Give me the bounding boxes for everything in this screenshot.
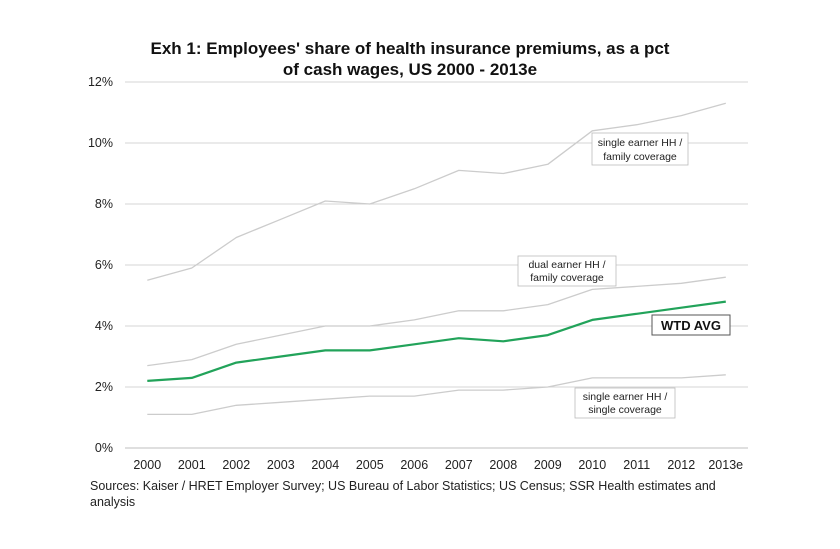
label-single-single-line-2: single coverage xyxy=(588,404,662,416)
series-line-single-single xyxy=(147,374,726,416)
x-axis-tick-labels: 2000 2001 2002 2003 2004 2005 2006 2007 2008 2009… xyxy=(133,458,743,472)
y-tick-label: 4% xyxy=(95,319,113,333)
x-tick-label: 2003 xyxy=(267,458,295,472)
label-wtd-avg: WTD AVG xyxy=(651,314,731,336)
chart-title-line-1: Exh 1: Employees' share of health insura… xyxy=(151,39,670,58)
label-single-family: single earner HH / family coverage xyxy=(591,132,689,166)
x-tick-label: 2008 xyxy=(489,458,517,472)
y-tick-label: 0% xyxy=(95,441,113,455)
x-tick-label: 2007 xyxy=(445,458,473,472)
y-tick-label: 8% xyxy=(95,197,113,211)
label-wtd-avg-box xyxy=(651,314,731,336)
label-single-family-line-1: single earner HH / xyxy=(598,137,683,149)
x-tick-label: 2004 xyxy=(311,458,339,472)
y-axis-tick-labels: 0% 2% 4% 6% 8% 10% 12% xyxy=(88,75,113,455)
x-tick-label: 2011 xyxy=(623,458,650,472)
x-tick-label: 2000 xyxy=(133,458,161,472)
x-tick-label: 2009 xyxy=(534,458,562,472)
x-tick-label: 2006 xyxy=(400,458,428,472)
x-tick-label: 2002 xyxy=(222,458,250,472)
label-dual-family: dual earner HH / family coverage xyxy=(517,255,617,287)
gridlines xyxy=(125,81,748,388)
label-single-family-box xyxy=(591,132,689,166)
label-wtd-avg-text: WTD AVG xyxy=(661,318,721,333)
y-tick-label: 10% xyxy=(88,136,113,150)
chart-title-line-2: of cash wages, US 2000 - 2013e xyxy=(283,60,537,79)
label-dual-family-line-1: dual earner HH / xyxy=(528,259,605,271)
x-tick-label: 2010 xyxy=(578,458,606,472)
series-lines xyxy=(147,102,726,416)
series-line-single-family xyxy=(147,102,726,281)
y-tick-label: 2% xyxy=(95,380,113,394)
series-line-wtd-avg xyxy=(147,300,726,382)
label-single-single: single earner HH / single coverage xyxy=(574,387,676,419)
x-tick-label: 2005 xyxy=(356,458,384,472)
label-single-single-line-1: single earner HH / xyxy=(583,391,668,403)
x-tick-label: 2012 xyxy=(667,458,695,472)
y-tick-label: 12% xyxy=(88,75,113,89)
label-dual-family-box xyxy=(517,255,617,287)
source-note-line-2: analysis xyxy=(90,495,135,509)
series-line-dual-family xyxy=(147,276,726,367)
label-single-single-box xyxy=(574,387,676,419)
y-tick-label: 6% xyxy=(95,258,113,272)
label-single-family-line-2: family coverage xyxy=(603,151,677,163)
x-tick-label: 2001 xyxy=(178,458,206,472)
label-dual-family-line-2: family coverage xyxy=(530,272,604,284)
x-tick-label: 2013e xyxy=(708,458,743,472)
source-note-line-1: Sources: Kaiser / HRET Employer Survey; … xyxy=(90,479,716,493)
